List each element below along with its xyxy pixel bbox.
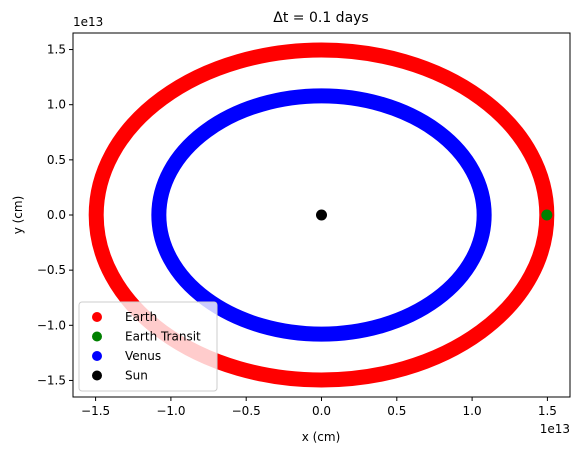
legend: Earth Earth Transit Venus Sun (78, 301, 218, 392)
legend-label-earth: Earth (125, 310, 157, 324)
x-axis: −1.5 −1.0 −0.5 0.0 0.5 1.0 1.5 (81, 397, 557, 418)
legend-frame (78, 301, 218, 392)
x-tick-label: −1.0 (156, 404, 185, 418)
venus-orbit (151, 88, 492, 342)
sun-point (316, 209, 327, 221)
y-tick-label: −1.0 (37, 318, 66, 332)
y-tick-label: −1.5 (37, 373, 66, 387)
chart-title: Δt = 0.1 days (273, 10, 368, 26)
data-marks (88, 42, 555, 388)
y-tick-label: 1.5 (47, 43, 66, 57)
y-tick-label: 1.0 (47, 98, 66, 112)
x-tick-label: −0.5 (232, 404, 261, 418)
legend-marker-sun (92, 370, 102, 381)
x-tick-label: −1.5 (81, 404, 110, 418)
y-tick-label: −0.5 (37, 263, 66, 277)
x-tick-label: 0.0 (312, 404, 331, 418)
y-offset-label: 1e13 (73, 15, 103, 29)
earth-transit-point (541, 209, 553, 221)
x-axis-label: x (cm) (302, 430, 341, 444)
x-tick-label: 0.5 (387, 404, 406, 418)
x-tick-label: 1.0 (463, 404, 482, 418)
y-axis: −1.5 −1.0 −0.5 0.0 0.5 1.0 1.5 (37, 43, 73, 387)
legend-label-earth-transit: Earth Transit (125, 330, 201, 344)
x-tick-label: 1.5 (538, 404, 557, 418)
y-tick-label: 0.0 (47, 208, 66, 222)
y-tick-label: 0.5 (47, 153, 66, 167)
x-offset-label: 1e13 (540, 422, 570, 436)
legend-marker-venus (92, 351, 102, 361)
legend-marker-earth (92, 312, 102, 322)
legend-label-venus: Venus (125, 349, 161, 363)
y-axis-label: y (cm) (11, 196, 25, 235)
legend-marker-earth-transit (92, 331, 102, 342)
legend-label-sun: Sun (125, 369, 148, 383)
